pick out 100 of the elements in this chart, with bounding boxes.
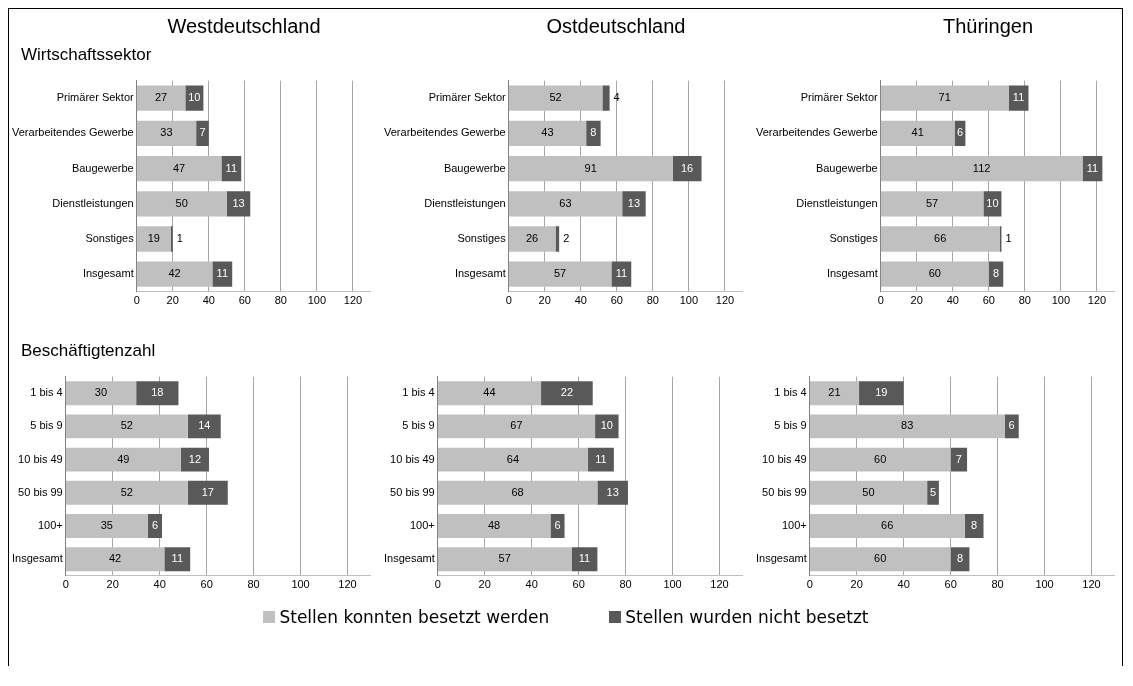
x-tick-label: 60 [200, 578, 213, 591]
bar [136, 226, 171, 252]
bar [859, 381, 904, 406]
x-tick-label: 40 [153, 578, 166, 591]
data-label: 112 [972, 161, 991, 174]
bar [437, 414, 596, 439]
y-tick-label: 100+ [409, 519, 435, 532]
data-label: 8 [971, 519, 978, 532]
bar [809, 381, 860, 406]
data-label: 41 [911, 126, 924, 139]
data-label: 8 [956, 552, 964, 565]
bar [65, 381, 137, 406]
data-label: 13 [627, 196, 641, 209]
y-tick-label: Insgesamt [82, 267, 134, 280]
bar [809, 414, 1005, 439]
bar [65, 547, 165, 572]
x-tick-label: 100 [663, 578, 682, 591]
bar [437, 547, 572, 572]
data-label: 1 [1005, 232, 1012, 245]
bar [880, 261, 989, 287]
y-tick-label: Dienstleistungen [52, 196, 134, 209]
bar [508, 155, 673, 182]
data-label: 11 [216, 267, 229, 280]
x-tick-label: 20 [910, 294, 923, 307]
chart-title: Thüringen [941, 15, 1035, 39]
y-tick-label: 10 bis 49 [762, 452, 807, 465]
bar [136, 120, 197, 147]
x-tick-label: 20 [106, 578, 119, 591]
data-label: 52 [120, 485, 133, 498]
y-tick-label: Sonstiges [457, 232, 507, 245]
bar [880, 226, 1000, 252]
bar [550, 514, 565, 538]
bar [65, 447, 181, 472]
bar [622, 191, 646, 217]
data-label: 71 [938, 91, 951, 104]
bar [164, 547, 191, 572]
data-label: 66 [934, 232, 947, 245]
data-label: 35 [100, 519, 113, 532]
legend-label: Stellen konnten besetzt werden [279, 607, 550, 627]
y-tick-label: 10 bis 49 [390, 452, 435, 465]
bar [437, 447, 589, 472]
x-tick-label: 100 [679, 294, 699, 307]
data-label: 18 [151, 386, 164, 399]
bar [508, 261, 612, 287]
bar [437, 514, 551, 538]
data-label: 16 [681, 161, 694, 174]
data-label: 11 [578, 552, 591, 565]
bar [136, 85, 186, 111]
x-tick-label: 20 [478, 578, 491, 591]
data-label: 10 [986, 196, 999, 209]
data-label: 4 [613, 91, 620, 104]
data-label: 63 [559, 196, 572, 209]
data-label: 33 [160, 126, 173, 139]
bar [602, 85, 610, 111]
x-tick-label: 120 [338, 578, 357, 591]
data-label: 11 [615, 267, 628, 280]
data-label: 7 [955, 452, 962, 465]
chart-subtitle: Beschäftigtenzahl [21, 341, 156, 360]
bar [541, 381, 593, 406]
bar [880, 120, 955, 147]
data-label: 50 [175, 196, 188, 209]
bar [880, 191, 984, 217]
data-label: 49 [117, 452, 130, 465]
x-tick-label: 80 [646, 294, 659, 307]
x-tick-label: 20 [166, 294, 179, 307]
x-tick-label: 0 [505, 294, 512, 307]
data-label: 8 [590, 126, 597, 139]
y-tick-label: Primärer Sektor [56, 91, 135, 104]
y-tick-label: Verarbeitendes Gewerbe [12, 126, 134, 139]
bar [950, 447, 968, 472]
data-label: 68 [511, 485, 524, 498]
bar [597, 480, 628, 505]
bar [809, 514, 965, 538]
x-tick-label: 80 [619, 578, 632, 591]
x-tick-label: 0 [434, 578, 441, 591]
data-label: 30 [94, 386, 108, 399]
x-tick-label: 60 [610, 294, 623, 307]
y-tick-label: Dienstleistungen [796, 196, 878, 209]
x-tick-label: 0 [62, 578, 69, 591]
y-tick-label: 5 bis 9 [774, 419, 807, 432]
bar [809, 547, 951, 572]
data-label: 11 [595, 452, 607, 465]
y-tick-label: Insgesamt [12, 552, 63, 565]
data-label: 47 [172, 161, 186, 174]
data-label: 7 [199, 126, 206, 139]
data-label: 19 [875, 386, 888, 399]
data-label: 2 [563, 232, 570, 245]
x-tick-label: 0 [806, 578, 813, 591]
data-label: 8 [992, 267, 1000, 280]
bar [809, 447, 951, 472]
y-tick-label: 50 bis 99 [762, 485, 807, 498]
bar [437, 381, 542, 406]
data-label: 50 [862, 485, 875, 498]
x-tick-label: 100 [1035, 578, 1054, 591]
data-label: 11 [171, 552, 183, 565]
bar [595, 414, 619, 439]
y-tick-label: 50 bis 99 [18, 485, 63, 498]
data-label: 6 [151, 519, 159, 532]
y-tick-label: 10 bis 49 [18, 452, 63, 465]
y-tick-label: Sonstiges [85, 232, 135, 245]
